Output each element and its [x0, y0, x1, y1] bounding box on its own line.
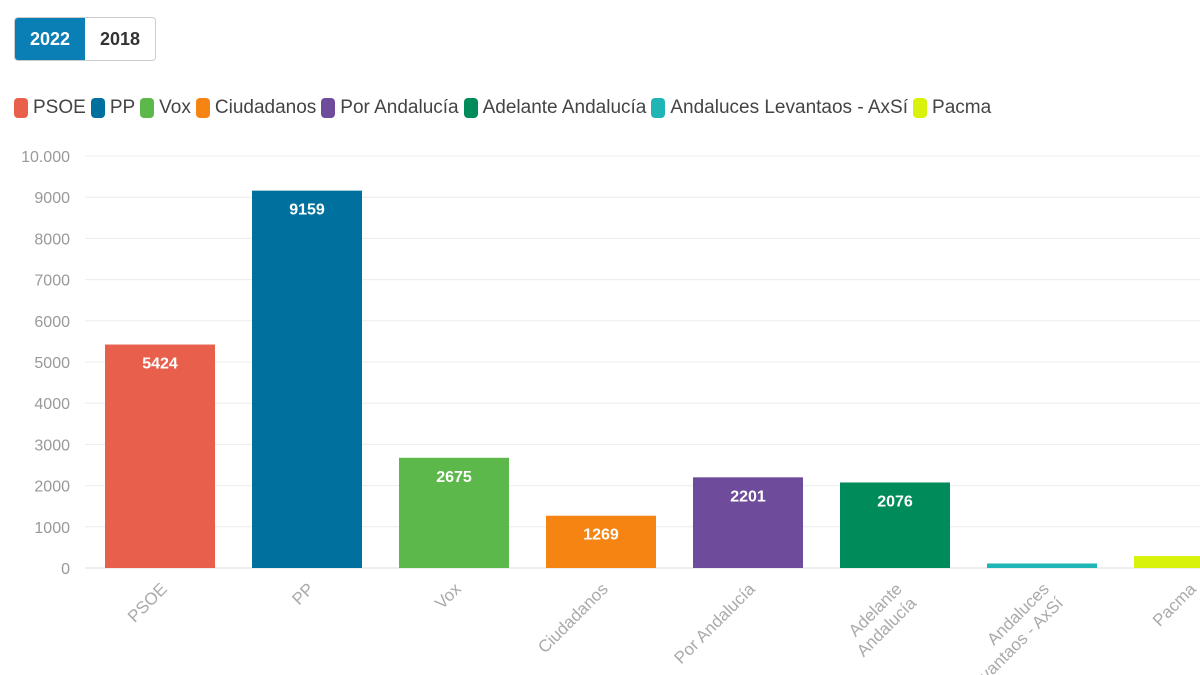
legend-label: Ciudadanos	[214, 97, 317, 118]
y-tick-label: 2000	[34, 479, 70, 496]
bar	[1134, 556, 1200, 568]
y-tick-label: 3000	[34, 437, 70, 454]
legend-swatch	[651, 98, 666, 118]
legend-swatch	[14, 98, 28, 118]
tab-2022[interactable]: 2022	[15, 18, 85, 60]
x-tick-label: AndalucesLevantaos - AxSí	[949, 579, 1068, 675]
y-tick-label: 9000	[34, 190, 70, 207]
data-label: 1269	[583, 527, 619, 544]
x-tick-label: Vox	[431, 579, 465, 613]
legend-item[interactable]: Andaluces Levantaos - AxSí	[651, 97, 908, 119]
bar	[693, 477, 803, 568]
legend-swatch	[913, 98, 928, 118]
legend-label: Andaluces Levantaos - AxSí	[670, 97, 909, 118]
legend-item[interactable]: PP	[90, 97, 136, 119]
data-label: 9159	[289, 202, 325, 219]
y-tick-label: 4000	[34, 396, 70, 413]
bar	[987, 563, 1097, 568]
legend-label: Pacma	[932, 97, 992, 118]
legend-swatch	[195, 98, 210, 118]
legend-swatch	[321, 98, 336, 118]
legend-item[interactable]: Ciudadanos	[195, 97, 317, 119]
legend-label: Adelante Andalucía	[482, 97, 647, 118]
data-label: 2076	[877, 493, 913, 510]
y-tick-label: 6000	[34, 314, 70, 331]
tab-2018[interactable]: 2018	[85, 18, 155, 60]
legend-item[interactable]: Vox	[140, 97, 191, 119]
legend-swatch	[90, 98, 105, 118]
legend-item[interactable]: Por Andalucía	[321, 97, 459, 119]
legend-label: Vox	[159, 97, 191, 118]
legend-swatch	[140, 98, 155, 118]
bar	[105, 344, 215, 568]
bar	[252, 190, 362, 568]
x-tick-label: PSOE	[124, 579, 171, 626]
legend-item[interactable]: Pacma	[913, 97, 991, 119]
year-tabs: 2022 2018	[14, 17, 156, 61]
x-tick-label: PP	[288, 579, 317, 608]
data-label: 2201	[730, 488, 766, 505]
legend-item[interactable]: PSOE	[14, 97, 86, 119]
legend-label: PP	[109, 97, 136, 118]
data-label: 5424	[142, 356, 178, 373]
legend-swatch	[463, 98, 478, 118]
legend-item[interactable]: Adelante Andalucía	[463, 97, 647, 119]
x-tick-label: Ciudadanos	[534, 579, 612, 657]
bar	[546, 515, 656, 568]
bar	[399, 457, 509, 568]
bar	[840, 482, 950, 568]
y-tick-label: 5000	[34, 355, 70, 372]
legend: PSOE PP Vox Ciudadanos Por Andalucía Adelante…	[14, 97, 996, 119]
data-label: 2675	[436, 469, 472, 486]
y-tick-label: 1000	[34, 520, 70, 537]
y-tick-label: 7000	[34, 273, 70, 290]
y-tick-label: 10.000	[21, 149, 70, 166]
x-tick-label: AdelanteAndalucía	[839, 579, 920, 660]
y-tick-label: 0	[61, 561, 70, 578]
legend-label: PSOE	[33, 97, 86, 118]
x-tick-label: Por Andalucía	[671, 579, 760, 668]
y-tick-label: 8000	[34, 231, 70, 248]
x-tick-label: Pacma	[1149, 579, 1200, 630]
legend-label: Por Andalucía	[340, 97, 459, 118]
